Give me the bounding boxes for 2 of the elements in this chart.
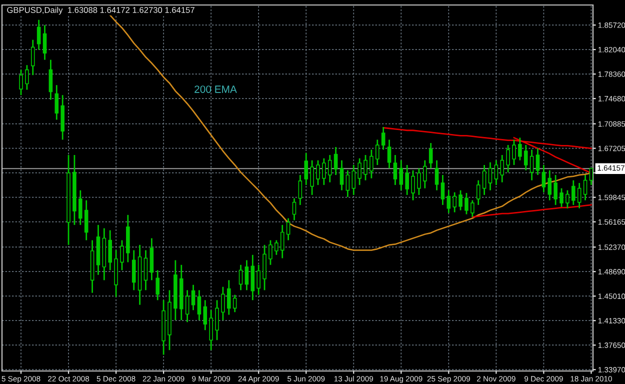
series-label: 200 EMA — [194, 86, 237, 93]
chart-title: GBPUSD,Daily 1.63088 1.64172 1.62730 1.64157 — [7, 6, 194, 15]
